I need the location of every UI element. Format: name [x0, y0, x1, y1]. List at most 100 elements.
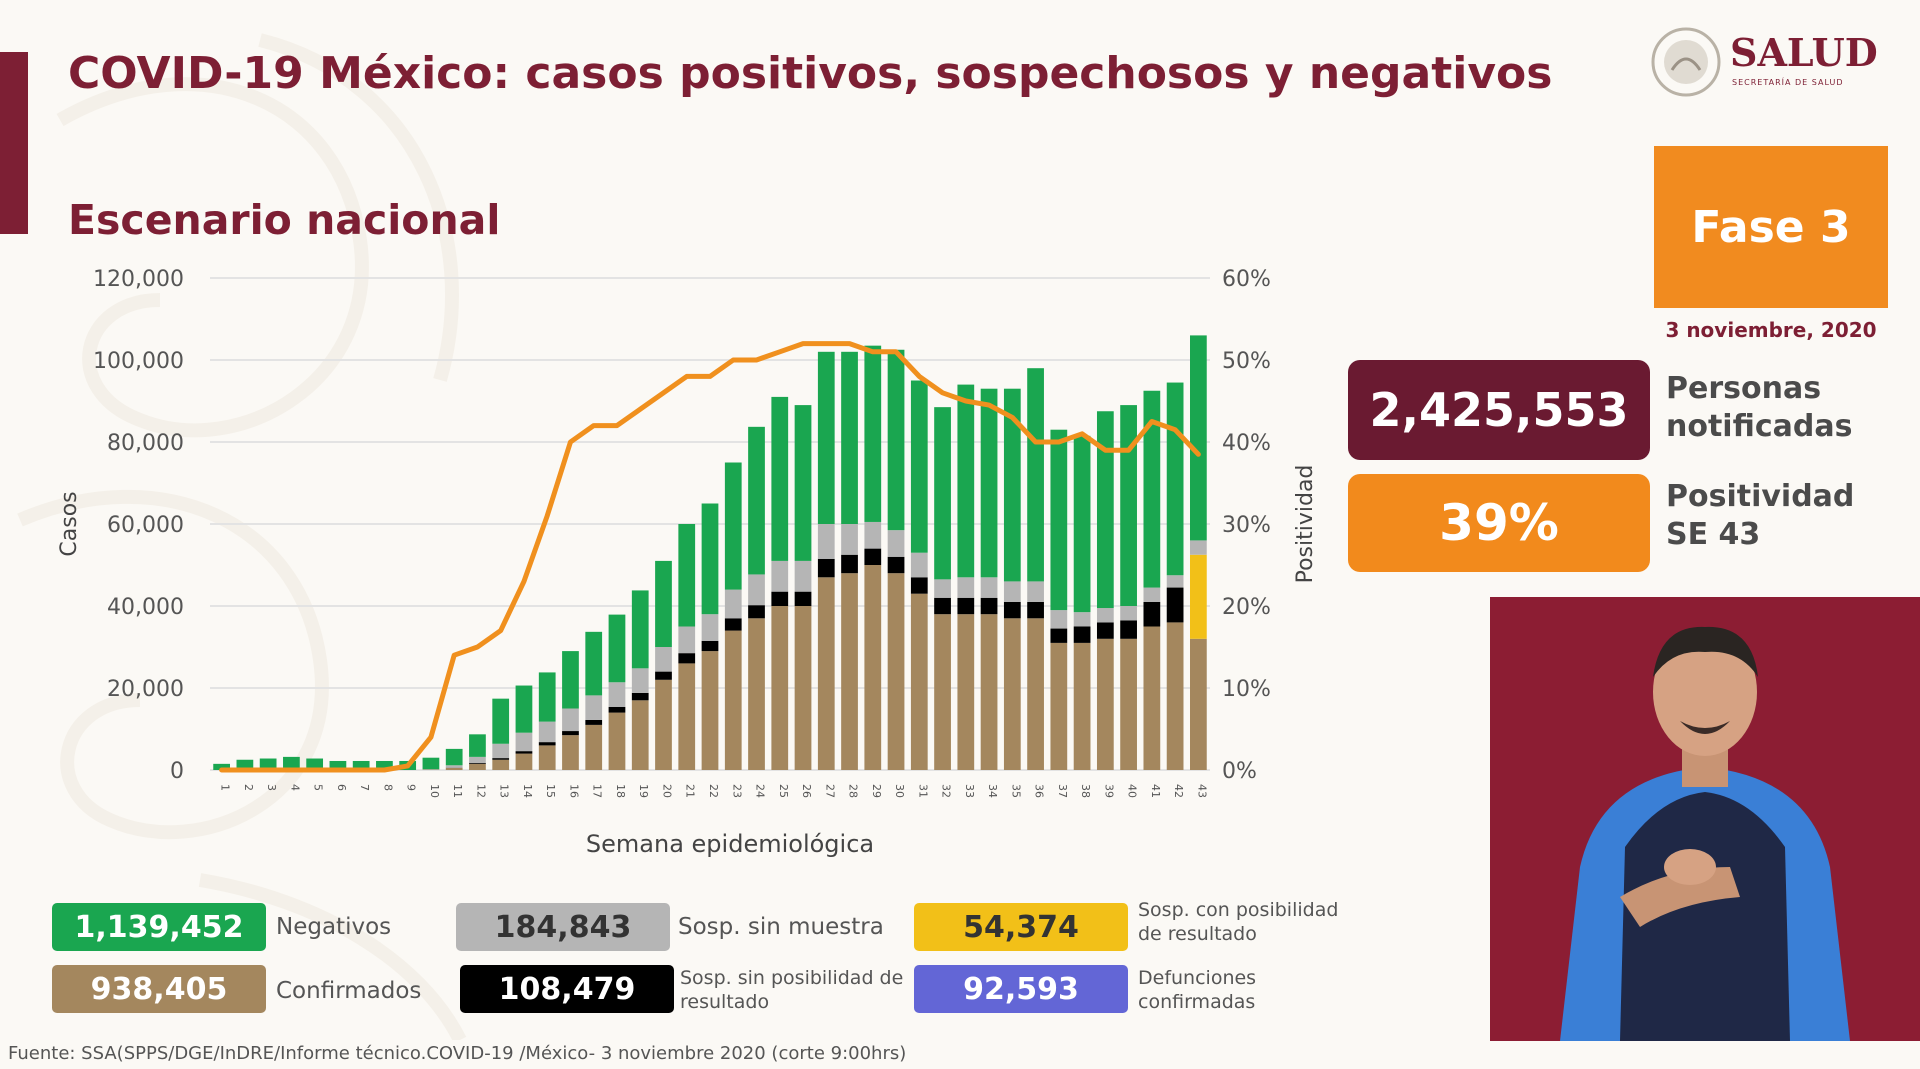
personas-label-line2: notificadas: [1666, 409, 1853, 444]
x-tick-label: 7: [358, 784, 371, 791]
x-tick-label: 4: [288, 784, 301, 791]
bar-segment: [445, 767, 463, 770]
bar-segment: [678, 524, 696, 627]
bar-segment: [887, 530, 905, 557]
bar-segment: [376, 760, 393, 770]
x-tick-label: 34: [986, 784, 999, 798]
bar-segment: [1096, 638, 1114, 770]
bar-segment: [841, 524, 858, 555]
bar-segment: [864, 521, 882, 549]
bar-segment: [538, 745, 556, 770]
bar-segment: [910, 552, 928, 578]
bar-segment: [1050, 642, 1068, 770]
bar-segment: [817, 577, 835, 770]
y-tick-label: 40,000: [107, 595, 184, 620]
bar-segment: [655, 671, 672, 680]
bar-segment: [701, 503, 719, 615]
bar-segment: [887, 349, 905, 531]
bar-segment: [422, 757, 440, 770]
bar-segment: [980, 614, 998, 770]
bar-segment: [910, 380, 928, 553]
x-tick-label: 14: [521, 784, 534, 798]
interpreter-figure: [1490, 597, 1920, 1041]
bar-segment: [1003, 601, 1021, 619]
x-tick-label: 43: [1195, 784, 1208, 798]
x-axis-label: Semana epidemiológica: [586, 830, 874, 858]
bar-segment: [748, 618, 765, 770]
y2-tick-label: 60%: [1222, 267, 1271, 292]
bar-segment: [1027, 601, 1044, 619]
bar-segment: [538, 742, 556, 746]
personas-label-line1: Personas: [1666, 371, 1822, 406]
bar-segment: [980, 597, 998, 615]
x-tick-label: 31: [916, 784, 929, 798]
bar-segment: [1120, 606, 1137, 621]
bar-segment: [445, 748, 463, 766]
bar-segment: [748, 574, 765, 606]
bar-segment: [934, 407, 951, 580]
y2-tick-label: 50%: [1222, 349, 1271, 374]
bar-segment: [817, 524, 835, 559]
bar-segment: [701, 651, 719, 770]
bar-segment: [910, 577, 928, 594]
x-tick-label: 3: [265, 784, 278, 791]
bar-segment: [864, 548, 882, 565]
x-tick-label: 38: [1079, 784, 1092, 798]
y2-axis-label: Positividad: [1293, 465, 1318, 584]
bar-segment: [1143, 390, 1161, 588]
report-date: 3 noviembre, 2020: [1665, 318, 1877, 342]
x-tick-label: 8: [381, 784, 394, 791]
y2-tick-label: 40%: [1222, 431, 1271, 456]
bar-segment: [841, 554, 858, 574]
bar-segment: [655, 679, 672, 770]
bar-segment: [562, 735, 579, 770]
x-tick-label: 19: [637, 784, 650, 798]
positividad-label: Positividad SE 43: [1666, 478, 1854, 554]
legend-defunciones-value: 92,593: [914, 965, 1128, 1013]
bar-segment: [794, 606, 812, 770]
bar-segment: [469, 763, 486, 764]
bar-segment: [655, 647, 672, 672]
bar-segment: [1027, 618, 1044, 770]
bar-segment: [701, 614, 719, 641]
x-tick-label: 29: [870, 784, 883, 798]
bar-segment: [1096, 411, 1114, 609]
y-tick-label: 20,000: [107, 677, 184, 702]
bar-segment: [1190, 638, 1207, 770]
y2-tick-label: 30%: [1222, 513, 1271, 538]
x-tick-label: 16: [567, 784, 580, 798]
bar-segment: [213, 763, 230, 770]
bar-segment: [771, 560, 789, 592]
x-tick-label: 30: [893, 784, 906, 798]
bar-segment: [492, 743, 510, 759]
x-tick-label: 25: [777, 784, 790, 798]
bar-segment: [1143, 601, 1161, 627]
bar-segment: [585, 724, 603, 770]
bar-segment: [492, 759, 510, 770]
page-title: COVID-19 México: casos positivos, sospec…: [68, 48, 1553, 99]
bar-segment: [631, 700, 649, 770]
bar-segment: [887, 573, 905, 770]
bar-segment: [1120, 620, 1137, 639]
legend-con-posibilidad-label: Sosp. con posibilidad de resultado: [1138, 899, 1339, 945]
x-tick-label: 35: [1009, 784, 1022, 798]
bar-segment: [515, 753, 533, 770]
bar-segment: [678, 653, 696, 664]
cases-chart: 0 20,000 40,000 60,000 80,000 100,000 120,000 0…: [57, 267, 1318, 858]
bar-segment: [980, 577, 998, 598]
page-subtitle: Escenario nacional: [68, 196, 501, 244]
legend-confirmados-value: 938,405: [52, 965, 266, 1013]
x-tick-label: 18: [614, 784, 627, 798]
bar-segment: [841, 351, 858, 524]
bar-segment: [724, 589, 742, 619]
x-tick-label: 22: [707, 784, 720, 798]
x-tick-label: 23: [730, 784, 743, 798]
bar-segment: [934, 597, 951, 615]
bar-segment: [306, 758, 324, 770]
x-tick-label: 6: [335, 784, 348, 791]
bar-segment: [585, 695, 603, 720]
legend-negativos-label: Negativos: [276, 914, 392, 940]
x-tick-label: 12: [474, 784, 487, 798]
y-tick-label: 100,000: [93, 349, 184, 374]
